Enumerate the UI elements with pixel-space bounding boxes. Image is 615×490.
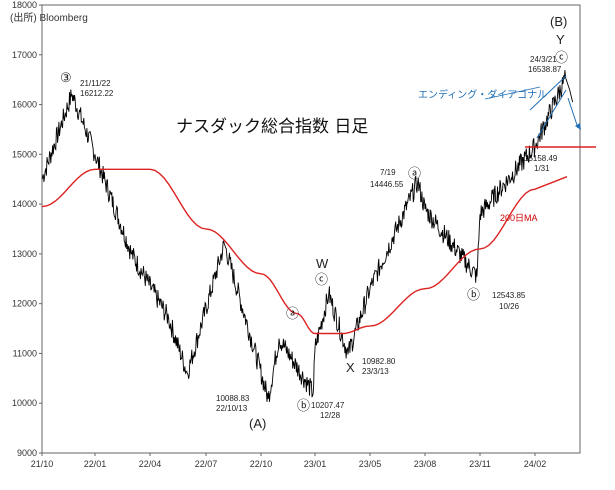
wave-a3-value: 14446.55 (370, 180, 404, 189)
wave-a-date: 22/10/13 (216, 404, 248, 413)
ma-series (41, 168, 568, 335)
wave-b-date: 12/28 (320, 411, 341, 420)
x-tick-label: 22/07 (195, 459, 218, 469)
x-tick-label: 23/11 (469, 459, 491, 469)
diagonal-label: エンディング・ダイアゴナル (418, 88, 547, 101)
y-tick-label: 15000 (12, 149, 37, 159)
low-value: 15158.49 (524, 154, 558, 163)
y-tick-label: 16000 (12, 100, 37, 110)
wave-b-marker: ⓑ (297, 398, 310, 413)
y-tick-label: 9000 (17, 448, 37, 458)
forecast-arrow (567, 97, 579, 129)
wave-b3-value: 12543.85 (492, 291, 526, 300)
x-tick-label: 22/04 (139, 459, 162, 469)
wave-w-marker: ⓒ (315, 272, 328, 287)
x-axis-ticks: 21/10 22/01 22/04 22/07 22/10 23/01 23/05 23/08… (31, 453, 547, 469)
y-axis-ticks: 9000 10000 11000 12000 13000 14000 15000 16000 1… (12, 0, 42, 458)
wave-annotations: ③ 21/11/22 16212.22 10088.83 22/10/13 (A… (60, 14, 568, 431)
wave-a-value: 10088.83 (216, 394, 250, 403)
y-tick-label: 13000 (12, 249, 37, 259)
wave-b-value: 10207.47 (311, 401, 345, 410)
source-label: (出所) Bloomberg (10, 11, 88, 24)
y-tick-label: 14000 (12, 199, 37, 209)
price-series (41, 70, 574, 402)
wave-c-marker: ⓒ (555, 50, 568, 65)
diagonal-pointer (484, 86, 541, 100)
price-line (41, 70, 574, 402)
ma-label: 200日MA (500, 213, 538, 223)
wave-x-date: 23/3/13 (362, 367, 389, 376)
wave-x-value: 10982.80 (362, 357, 396, 366)
y-tick-label: 11000 (13, 348, 37, 358)
wave-b-big-label: (B) (550, 14, 567, 29)
chart-title: ナスダック総合指数 日足 (176, 117, 368, 137)
wave-a3-date: 7/19 (380, 168, 396, 177)
forecast-arrowhead (575, 123, 581, 130)
y-tick-label: 18000 (12, 0, 37, 10)
axes (41, 4, 581, 454)
wave-a3-marker: ⓐ (408, 166, 421, 181)
wave-a-label: (A) (249, 416, 266, 431)
y-tick-label: 12000 (12, 299, 37, 309)
x-tick-label: 23/05 (359, 459, 382, 469)
wave-b3-date: 10/26 (499, 302, 520, 311)
wave-b3-marker: ⓑ (467, 287, 480, 302)
wave-c-date: 24/3/21 (530, 55, 557, 64)
x-tick-label: 22/10 (250, 459, 273, 469)
x-tick-label: 24/02 (524, 459, 547, 469)
wave-3-value: 16212.22 (80, 89, 114, 98)
y-tick-label: 17000 (12, 50, 37, 60)
diagonal-upper-line (529, 75, 567, 111)
plot-frame (41, 4, 581, 454)
wave-y-label: Y (556, 32, 565, 47)
diagonal-lower-line (536, 89, 567, 139)
wave-x-label: X (346, 360, 355, 375)
wave-c-value: 16538.87 (528, 65, 562, 74)
x-tick-label: 23/08 (414, 459, 437, 469)
x-tick-label: 23/01 (304, 459, 327, 469)
wave-w-label: W (316, 256, 329, 271)
low-date: 1/31 (534, 164, 550, 173)
x-tick-label: 22/01 (84, 459, 107, 469)
wave-a2-marker: ⓐ (286, 306, 299, 321)
wave-3-date: 21/11/22 (80, 79, 111, 88)
x-tick-label: 21/10 (31, 459, 54, 469)
wave-3-marker: ③ (60, 70, 72, 85)
ma-line (41, 168, 568, 335)
y-tick-label: 10000 (12, 398, 37, 408)
